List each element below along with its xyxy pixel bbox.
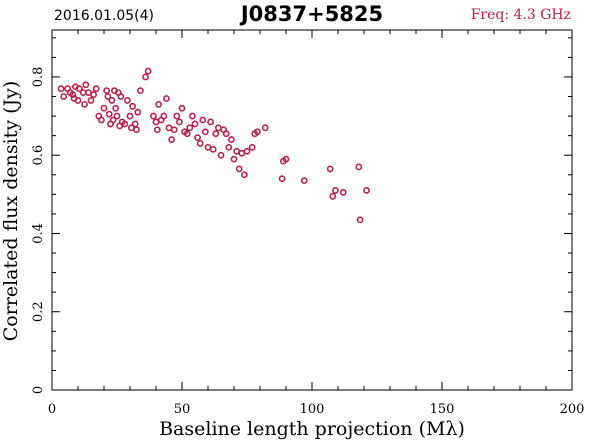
data-point: [243, 147, 251, 155]
data-point: [278, 175, 286, 183]
data-point: [282, 155, 290, 163]
y-tick-label: 0.8: [31, 67, 46, 88]
data-point: [191, 120, 199, 128]
x-tick-label: 100: [300, 402, 325, 417]
data-point: [105, 110, 113, 118]
data-point: [57, 85, 65, 93]
data-point: [75, 85, 83, 93]
data-point: [100, 104, 108, 112]
data-point: [74, 97, 82, 104]
data-point: [90, 91, 97, 98]
data-point: [109, 116, 117, 124]
data-point: [225, 143, 233, 151]
data-point: [149, 112, 157, 120]
data-point: [355, 163, 363, 171]
data-point: [326, 165, 334, 173]
data-point: [155, 100, 162, 108]
data-point: [240, 171, 248, 179]
data-point: [144, 67, 152, 75]
data-point: [183, 130, 191, 138]
y-tick-label: 0.4: [31, 223, 46, 244]
data-point: [212, 130, 220, 138]
data-point: [112, 104, 120, 112]
x-tick-label: 200: [560, 402, 585, 417]
data-point: [117, 93, 125, 100]
data-point: [230, 155, 238, 163]
data-point: [129, 102, 136, 110]
axis-ticks: [51, 30, 573, 391]
data-point: [201, 128, 209, 136]
data-point: [98, 116, 105, 124]
data-point: [121, 120, 129, 128]
data-point: [168, 136, 175, 143]
data-point: [104, 93, 112, 100]
data-point: [188, 112, 196, 120]
data-point: [175, 118, 183, 126]
data-point: [339, 188, 347, 196]
data-point: [131, 120, 139, 128]
data-point: [103, 87, 110, 95]
data-point: [222, 130, 230, 138]
axis-tick-labels: 0 50 100 150 200 0 0.2 0.4 0.6 0.8: [31, 67, 584, 417]
data-point: [173, 112, 181, 120]
data-point: [160, 112, 168, 120]
data-point: [81, 100, 88, 108]
source-name: J0837+5825: [239, 2, 383, 26]
data-point: [196, 140, 204, 147]
data-point: [248, 143, 256, 151]
data-point: [69, 91, 77, 98]
data-point: [162, 95, 170, 102]
frequency-label: Freq: 4.3 GHz: [471, 7, 571, 23]
data-point: [186, 124, 194, 132]
data-point: [153, 126, 161, 134]
plot-frame: [51, 29, 573, 391]
data-point: [253, 128, 261, 136]
y-tick-label: 0.6: [31, 145, 46, 166]
x-tick-label: 150: [430, 402, 455, 417]
data-point: [60, 93, 68, 100]
data-point: [142, 73, 149, 81]
data-point: [199, 116, 207, 124]
x-tick-label: 0: [48, 402, 56, 417]
data-point: [209, 145, 217, 153]
data-point: [178, 104, 186, 112]
data-point: [126, 112, 134, 120]
data-point: [124, 97, 131, 104]
data-point: [92, 85, 100, 93]
data-point: [87, 97, 95, 104]
data-point: [134, 108, 142, 116]
y-tick-label: 0.2: [31, 301, 46, 322]
data-point: [194, 134, 201, 142]
data-point: [108, 97, 116, 104]
data-point: [207, 118, 214, 126]
data-point: [217, 151, 225, 159]
data-point: [261, 124, 269, 132]
data-point: [136, 87, 144, 95]
x-axis-label: Baseline length projection (Mλ): [159, 418, 465, 440]
data-point: [300, 177, 308, 185]
data-point: [170, 126, 178, 134]
y-tick-label: 0: [31, 386, 46, 394]
data-point: [227, 136, 235, 143]
data-point: [363, 187, 370, 194]
date-label: 2016.01.05(4): [54, 8, 154, 24]
y-axis-label: Correlated flux density (Jy): [0, 81, 22, 342]
data-point: [356, 216, 364, 224]
data-point: [331, 187, 339, 194]
data-point: [82, 81, 90, 89]
x-tick-label: 50: [174, 402, 191, 417]
data-point: [113, 112, 121, 120]
data-point: [329, 192, 337, 200]
data-point: [133, 126, 140, 134]
data-point: [235, 165, 243, 173]
data-points: [57, 67, 370, 224]
